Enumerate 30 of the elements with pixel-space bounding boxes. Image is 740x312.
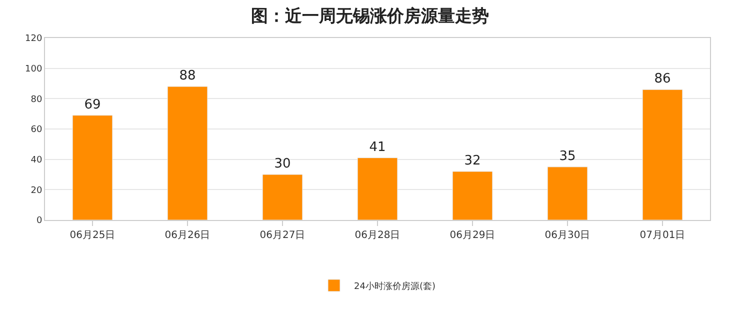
- y-tick-label: 100: [25, 64, 42, 74]
- bar: [167, 86, 208, 220]
- y-tick-label: 60: [30, 125, 42, 136]
- data-label: 41: [369, 140, 386, 155]
- bar: [262, 174, 303, 220]
- chart-title: 图：近一周无锡涨价房源量走势: [251, 6, 489, 26]
- y-tick-label: 40: [30, 155, 42, 166]
- data-label: 86: [654, 72, 671, 87]
- x-tick-label: 06月29日: [450, 230, 496, 241]
- bar: [547, 166, 588, 220]
- data-label: 69: [84, 97, 101, 112]
- x-tick-label: 06月25日: [70, 230, 116, 241]
- x-tick-label: 07月01日: [640, 230, 686, 241]
- bar: [452, 171, 493, 220]
- x-tick-label: 06月27日: [260, 230, 306, 241]
- x-tick-label: 06月28日: [354, 230, 400, 241]
- x-tick-label: 06月30日: [544, 230, 590, 241]
- legend-label: 24小时涨价房源(套): [354, 280, 436, 292]
- y-tick-label: 80: [30, 94, 42, 105]
- y-tick-label: 120: [25, 34, 42, 44]
- y-tick-label: 0: [36, 216, 42, 226]
- bar: [642, 89, 683, 220]
- data-label: 88: [179, 68, 196, 84]
- y-tick-label: 20: [30, 186, 42, 196]
- bar: [72, 115, 113, 220]
- data-label: 35: [559, 148, 576, 164]
- data-label: 30: [274, 156, 291, 172]
- data-label: 32: [464, 153, 481, 168]
- bar: [357, 158, 398, 220]
- x-tick-label: 06月26日: [164, 230, 210, 241]
